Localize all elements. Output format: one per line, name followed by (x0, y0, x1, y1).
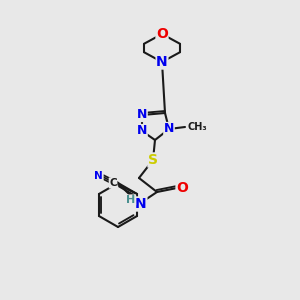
Text: N: N (156, 55, 168, 69)
Text: C: C (109, 178, 117, 188)
Text: CH₃: CH₃ (187, 122, 207, 132)
Text: N: N (135, 197, 147, 211)
Text: S: S (148, 153, 158, 167)
Text: N: N (94, 171, 103, 181)
Text: H: H (126, 195, 136, 205)
Text: N: N (137, 109, 147, 122)
Text: N: N (137, 124, 147, 137)
Text: N: N (164, 122, 174, 136)
Text: O: O (176, 181, 188, 195)
Text: O: O (156, 27, 168, 41)
